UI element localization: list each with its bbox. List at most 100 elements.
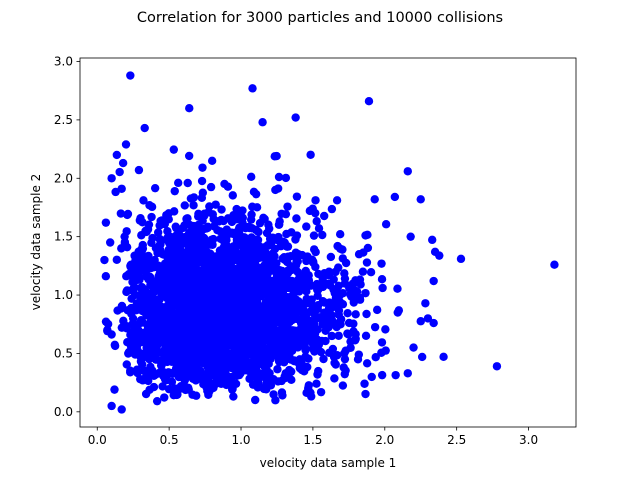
scatter-point: [167, 357, 177, 367]
scatter-point: [220, 258, 230, 267]
scatter-point: [202, 238, 212, 247]
scatter-point: [176, 382, 186, 391]
scatter-point: [289, 327, 298, 336]
scatter-point: [492, 362, 502, 371]
scatter-point: [184, 151, 194, 161]
scatter-point: [190, 339, 199, 348]
scatter-point: [153, 228, 163, 237]
scatter-point: [361, 389, 370, 399]
scatter-point: [187, 267, 196, 276]
scatter-point: [274, 172, 284, 182]
scatter-point: [137, 360, 147, 369]
scatter-point: [278, 254, 287, 263]
scatter-point: [287, 265, 297, 275]
scatter-point: [160, 393, 169, 402]
scatter-point: [183, 383, 193, 392]
scatter-point: [155, 221, 164, 230]
scatter-point: [312, 379, 321, 388]
scatter-point: [203, 269, 212, 278]
scatter-point: [158, 355, 167, 365]
scatter-point: [198, 216, 207, 225]
scatter-point: [319, 211, 329, 221]
x-tick-label: 2.0: [375, 433, 394, 447]
scatter-point: [191, 391, 201, 400]
scatter-point: [275, 301, 284, 310]
scatter-point: [226, 291, 235, 300]
scatter-point: [203, 248, 212, 257]
scatter-point: [228, 384, 237, 393]
scatter-point: [314, 269, 323, 279]
scatter-point: [234, 317, 244, 327]
scatter-point: [343, 308, 352, 318]
scatter-point: [257, 304, 266, 313]
scatter-point: [370, 322, 380, 332]
scatter-point: [334, 331, 343, 340]
scatter-point: [147, 212, 156, 222]
scatter-point: [245, 303, 254, 313]
scatter-point: [196, 315, 205, 325]
scatter-point: [115, 167, 124, 177]
scatter-point: [172, 231, 181, 240]
scatter-point: [361, 288, 370, 298]
scatter-point: [258, 339, 268, 348]
scatter-point: [282, 229, 291, 239]
scatter-point: [332, 196, 342, 205]
scatter-point: [270, 244, 280, 254]
scatter-point: [296, 318, 306, 328]
scatter-point: [312, 217, 321, 226]
scatter-point: [264, 241, 273, 250]
plot-area: 0.0 0.5 1.0 1.5 2.0 2.5 3.0 0.0 0.5 1.0 1.5 2.0 2.5…: [54, 55, 577, 447]
scatter-point: [222, 225, 231, 234]
scatter-point: [391, 370, 400, 380]
scatter-point: [167, 243, 176, 252]
scatter-point: [155, 319, 164, 329]
scatter-point: [246, 215, 256, 224]
scatter-point: [148, 366, 157, 375]
scatter-point: [205, 307, 215, 317]
scatter-point: [217, 379, 226, 388]
y-axis-label: velocity data sample 2: [29, 174, 43, 311]
scatter-point: [377, 338, 387, 347]
scatter-point: [294, 297, 303, 306]
scatter-point: [287, 346, 297, 355]
scatter-point: [158, 249, 167, 259]
scatter-point: [406, 232, 415, 241]
scatter-point: [141, 389, 151, 399]
scatter-point: [132, 365, 142, 374]
scatter-point: [230, 273, 240, 283]
scatter-point: [220, 179, 229, 189]
scatter-point: [164, 384, 174, 394]
scatter-point: [237, 333, 246, 343]
scatter-point: [217, 215, 226, 225]
scatter-point: [275, 357, 284, 367]
scatter-point: [211, 370, 220, 379]
scatter-point: [162, 288, 171, 298]
scatter-point: [318, 230, 327, 240]
scatter-point: [218, 277, 228, 286]
scatter-point: [229, 210, 238, 220]
scatter-point: [334, 306, 344, 315]
scatter-point: [429, 318, 438, 328]
scatter-point: [122, 227, 131, 236]
scatter-point: [122, 242, 132, 252]
scatter-point: [183, 370, 193, 379]
scatter-point: [254, 323, 263, 332]
scatter-point: [361, 331, 371, 341]
y-tick-label: 0.0: [54, 405, 73, 419]
scatter-point: [184, 250, 194, 259]
scatter-point: [183, 178, 192, 188]
scatter-point: [330, 374, 339, 383]
scatter-point: [162, 334, 172, 343]
scatter-point: [128, 335, 138, 345]
scatter-point: [417, 352, 427, 362]
scatter-point: [351, 310, 360, 319]
scatter-point: [341, 258, 351, 268]
scatter-point: [312, 279, 322, 289]
scatter-point: [204, 390, 213, 399]
scatter-point: [105, 238, 115, 247]
scatter-point: [136, 283, 145, 293]
scatter-point: [301, 352, 310, 361]
scatter-point: [238, 213, 247, 223]
y-tick-label: 1.0: [54, 288, 73, 302]
